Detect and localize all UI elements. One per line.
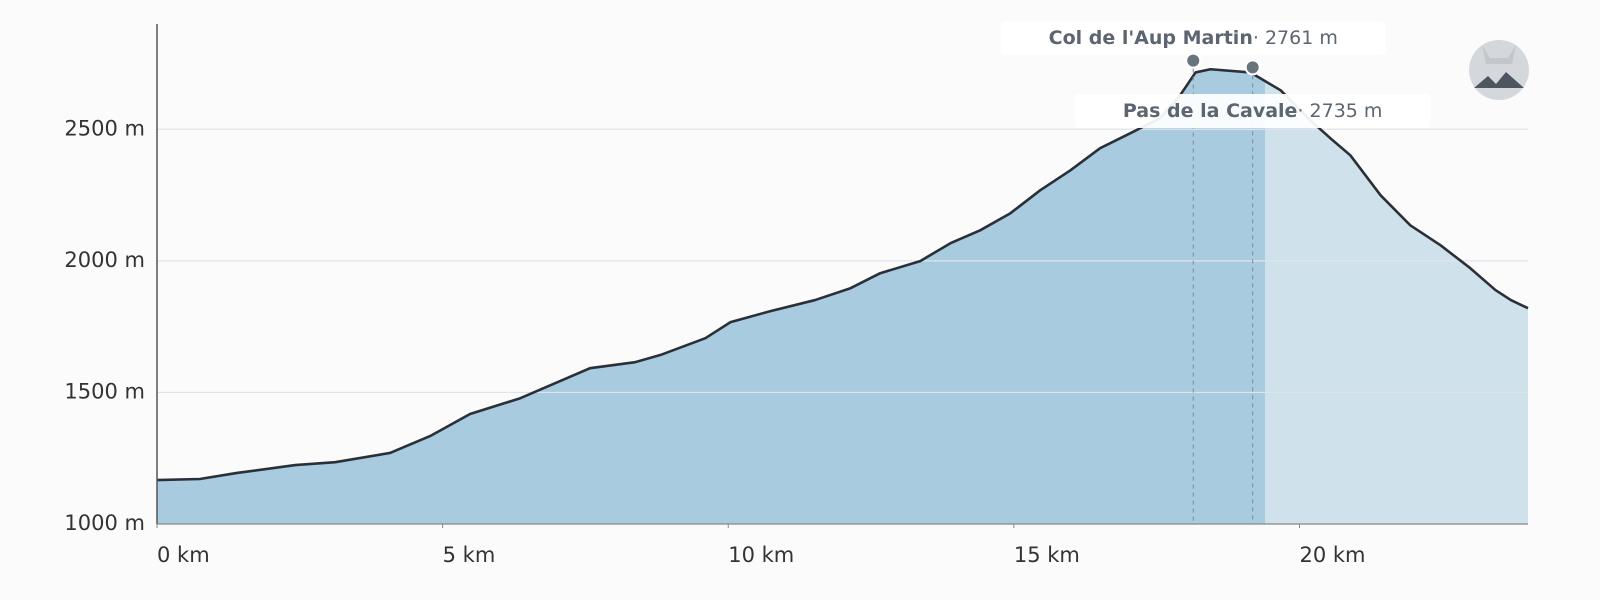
area	[157, 69, 1528, 525]
annotation-elevation: · 2735 m	[1297, 100, 1382, 122]
annotation-box	[1074, 94, 1431, 128]
annotation-elevation: · 2761 m	[1253, 27, 1338, 49]
y-tick-label: 2500 m	[64, 116, 145, 140]
annotation-box	[1000, 21, 1386, 55]
annotation-text: Pas de la Cavale· 2735 m	[1123, 100, 1383, 122]
annotation-name: Col de l'Aup Martin	[1049, 27, 1253, 49]
annotation-marker	[1244, 59, 1261, 76]
y-tick-label: 1000 m	[64, 511, 145, 535]
x-tick-label: 5 km	[443, 543, 496, 567]
annotation-name: Pas de la Cavale	[1123, 100, 1298, 122]
y-tick-label: 2000 m	[64, 248, 145, 272]
annotation: Col de l'Aup Martin· 2761 m	[1000, 21, 1386, 55]
annotation: Pas de la Cavale· 2735 m	[1074, 94, 1431, 128]
annotation-marker	[1185, 52, 1202, 69]
y-tick-label: 1500 m	[64, 379, 145, 403]
x-tick-label: 20 km	[1300, 543, 1366, 567]
elevation-line	[156, 67, 1529, 482]
x-tick-label: 10 km	[728, 543, 794, 567]
x-tick-label: 0 km	[157, 543, 210, 567]
x-tick-label: 15 km	[1014, 543, 1080, 567]
annotation-text: Col de l'Aup Martin· 2761 m	[1049, 27, 1338, 49]
logo	[1469, 40, 1529, 100]
